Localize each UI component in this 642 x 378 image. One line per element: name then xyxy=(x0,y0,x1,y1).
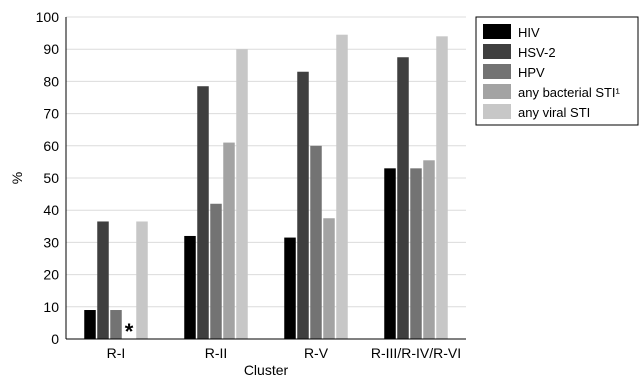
bar-r-v-any-bacterial-sti xyxy=(323,218,335,339)
bar-r-v-hsv-2 xyxy=(297,71,309,340)
bar-r-v-hiv xyxy=(284,237,296,339)
bars xyxy=(84,34,448,340)
legend-label-hiv: HIV xyxy=(518,25,540,40)
bar-r-ii-any-viral-sti xyxy=(236,49,248,339)
y-tick-label: 40 xyxy=(43,202,59,218)
legend-label-hpv: HPV xyxy=(518,65,545,80)
legend: HIV HSV-2 HPV any bacterial STI¹ any viral S… xyxy=(475,16,639,126)
legend-swatch-hiv xyxy=(483,24,511,39)
bar-r-i-hpv xyxy=(110,310,122,339)
y-tick-label: 90 xyxy=(43,41,59,57)
x-tick-label: R-I xyxy=(107,345,126,361)
x-tick-label: R-V xyxy=(304,345,329,361)
x-tick-label: R-III/R-IV/R-VI xyxy=(371,345,461,361)
bar-r-v-any-viral-sti xyxy=(336,34,348,340)
x-tick-label: R-II xyxy=(205,345,228,361)
annotation-asterisk: * xyxy=(125,319,134,344)
legend-label-any-viral-sti: any viral STI xyxy=(518,105,590,120)
axes xyxy=(65,17,466,340)
legend-swatch-hpv xyxy=(483,64,511,79)
y-tick-label: 60 xyxy=(43,138,59,154)
legend-label-hsv-2: HSV-2 xyxy=(518,45,556,60)
x-axis-title: Cluster xyxy=(244,362,289,378)
tick-labels: 0 10 20 30 40 50 60 70 80 90 100 R-I R-II R-V R-III/R-… xyxy=(36,9,461,361)
bar-r-i-hiv xyxy=(84,310,96,339)
bar-r-iii-r-iv-r-vi-any-bacterial-sti xyxy=(423,160,435,339)
y-tick-label: 20 xyxy=(43,267,59,283)
legend-label-any-bacterial-sti: any bacterial STI¹ xyxy=(518,85,621,100)
bar-r-iii-r-iv-r-vi-hiv xyxy=(384,168,396,339)
bar-r-iii-r-iv-r-vi-hsv-2 xyxy=(397,57,409,339)
y-tick-label: 70 xyxy=(43,106,59,122)
y-tick-label: 80 xyxy=(43,73,59,89)
bar-r-ii-hsv-2 xyxy=(197,86,209,339)
legend-swatch-any-bacterial-sti xyxy=(483,84,511,99)
y-tick-label: 100 xyxy=(36,9,60,25)
bar-r-ii-hpv xyxy=(210,203,222,339)
y-tick-label: 30 xyxy=(43,234,59,250)
bar-r-iii-r-iv-r-vi-any-viral-sti xyxy=(436,36,448,339)
bar-r-ii-hiv xyxy=(184,235,196,339)
gridlines xyxy=(66,16,466,308)
legend-swatch-hsv-2 xyxy=(483,44,511,59)
bar-r-ii-any-bacterial-sti xyxy=(223,142,235,339)
y-axis-title: % xyxy=(9,172,25,184)
bar-r-v-hpv xyxy=(310,145,322,339)
y-tick-label: 10 xyxy=(43,299,59,315)
legend-swatch-any-viral-sti xyxy=(483,104,511,119)
y-tick-label: 0 xyxy=(51,331,59,347)
bar-r-iii-r-iv-r-vi-hpv xyxy=(410,168,422,339)
bar-r-i-hsv-2 xyxy=(97,221,109,339)
bar-r-i-any-viral-sti xyxy=(136,221,148,339)
y-tick-label: 50 xyxy=(43,170,59,186)
annotations: * xyxy=(125,319,134,344)
